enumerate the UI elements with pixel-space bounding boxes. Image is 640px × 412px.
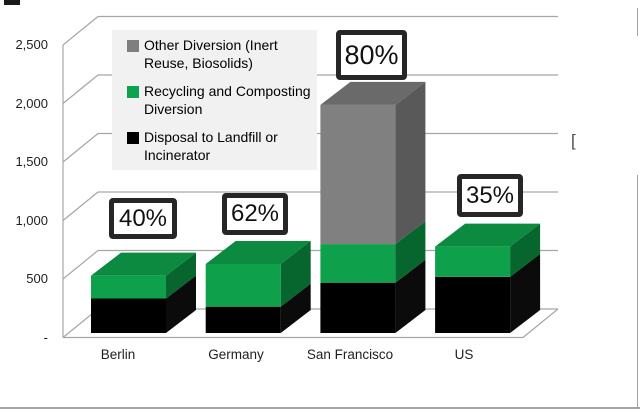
bar-side-face: [395, 259, 426, 333]
diversion-rate-callout: 40%: [109, 198, 177, 239]
stray-bracket-text: [: [571, 131, 576, 150]
y-tick-label: 2,500: [15, 37, 48, 52]
diversion-rate-callout: 80%: [336, 30, 407, 80]
gridline-diagonal: [62, 16, 99, 46]
y-tick-label: 1,500: [15, 154, 48, 169]
y-tick-label: 2,000: [15, 95, 48, 111]
bar-side-face: [395, 81, 426, 245]
x-category-label: San Francisco: [306, 347, 394, 362]
bar-front-face: [320, 244, 396, 283]
diversion-rate-callout: 62%: [222, 193, 288, 235]
y-tick-label: 500: [26, 271, 48, 286]
legend-label: Recycling and Composting Diversion: [144, 83, 311, 117]
window-right-border-top: [636, 8, 638, 36]
x-category-label: US: [454, 347, 474, 362]
bar-side-face: [510, 223, 541, 277]
legend-item: Disposal to Landfill or Incinerator: [127, 129, 317, 164]
legend-label: Disposal to Landfill or Incinerator: [144, 129, 278, 163]
bar-side-face: [280, 283, 311, 333]
bar-top-face: [91, 252, 196, 276]
diversion-rate-callout: 35%: [457, 174, 523, 217]
legend-label: Other Diversion (Inert Reuse, Biosolids): [144, 37, 278, 71]
bar-front-face: [320, 282, 396, 333]
bar-front-face: [435, 276, 511, 333]
bar-front-face: [91, 298, 166, 333]
window-bottom-border: [0, 407, 640, 409]
gridline-diagonal: [62, 250, 99, 280]
bar-front-face: [435, 246, 511, 277]
bar-side-face: [395, 221, 426, 283]
bar-front-face: [205, 306, 281, 333]
gridline-diagonal: [62, 191, 99, 221]
x-category-label: Berlin: [100, 347, 136, 362]
gridline-diagonal: [62, 74, 99, 104]
bar-front-face: [91, 275, 166, 299]
legend-item: Other Diversion (Inert Reuse, Biosolids): [127, 37, 317, 72]
y-tick-label: -: [43, 329, 48, 345]
legend-item: Recycling and Composting Diversion: [127, 83, 317, 118]
gridline-diagonal: [62, 133, 99, 163]
legend-swatch-icon: [127, 132, 139, 144]
bar-side-face: [280, 240, 311, 307]
legend-swatch-icon: [127, 40, 139, 52]
slide-edge-mark: [4, 0, 20, 5]
bar-side-face: [510, 253, 541, 333]
window-right-border: [636, 175, 638, 409]
x-category-label: Germany: [208, 347, 264, 362]
floor-right-edge: [522, 308, 559, 338]
bar-top-face: [435, 223, 541, 247]
y-tick-label: 1,000: [15, 212, 48, 228]
bar-side-face: [166, 252, 196, 299]
bar-top-face: [320, 81, 426, 105]
bar-side-face: [166, 275, 196, 333]
chart-legend: Other Diversion (Inert Reuse, Biosolids)…: [112, 30, 317, 170]
bar-front-face: [320, 104, 396, 245]
bar-top-face: [205, 240, 311, 264]
legend-swatch-icon: [127, 86, 139, 98]
bar-front-face: [205, 263, 281, 307]
